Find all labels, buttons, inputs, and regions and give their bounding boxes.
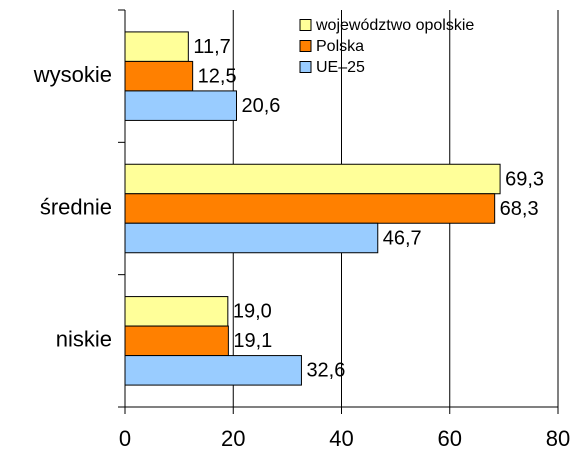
- bar: [124, 296, 229, 327]
- legend-swatch: [299, 19, 312, 31]
- bar: [124, 31, 189, 62]
- value-label: 68,3: [500, 198, 539, 220]
- x-tick-label: 40: [329, 426, 353, 451]
- value-label: 20,6: [241, 95, 280, 117]
- value-label: 69,3: [505, 168, 544, 190]
- y-tick-label: niskie: [56, 327, 112, 352]
- x-tick-label: 20: [221, 426, 245, 451]
- value-label: 46,7: [383, 227, 422, 249]
- legend-label: województwo opolskie: [315, 17, 474, 34]
- x-tick-label: 80: [546, 426, 570, 451]
- value-label: 11,7: [193, 36, 230, 58]
- legend-swatch: [299, 61, 312, 73]
- legend-label: Polska: [316, 38, 364, 55]
- value-label: 12,5: [198, 65, 237, 87]
- y-tick-label: wysokie: [33, 62, 112, 87]
- value-label: 19,0: [233, 301, 272, 323]
- bar: [124, 90, 237, 121]
- x-tick-label: 60: [438, 426, 462, 451]
- bar: [124, 355, 302, 386]
- x-tick-label: 0: [119, 426, 131, 451]
- bar: [124, 325, 229, 357]
- y-tick-label: średnie: [40, 194, 112, 219]
- legend-swatch: [299, 40, 312, 52]
- bar: [124, 193, 496, 224]
- bar: [124, 60, 194, 92]
- value-label: 19,1: [233, 330, 272, 352]
- bar: [124, 222, 379, 254]
- bar: [124, 163, 501, 195]
- legend-label: UE–25: [316, 59, 365, 76]
- value-label: 32,6: [306, 360, 345, 382]
